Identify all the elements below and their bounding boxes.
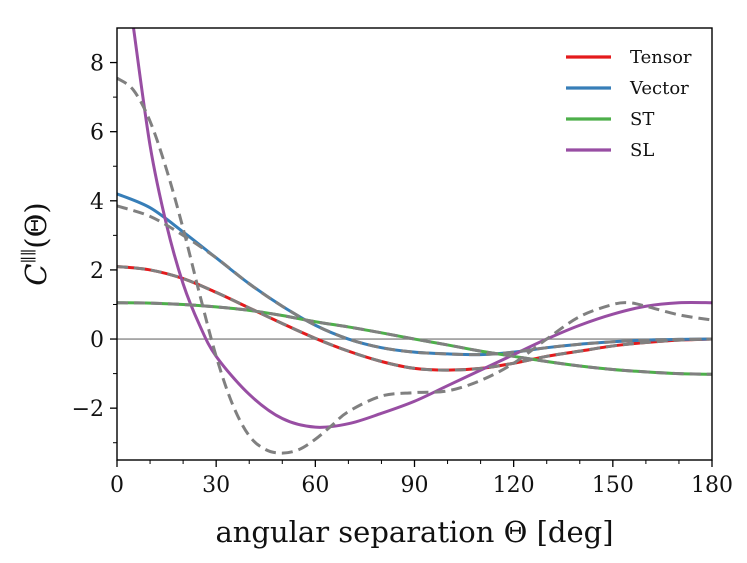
y-axis-label: C∥∥(Θ) (19, 202, 53, 285)
tick-layer: 0 30 60 90 120 150 180 −2 0 2 4 6 8 (72, 52, 733, 498)
x-tick-label: 60 (301, 473, 329, 498)
series-layer (117, 28, 712, 455)
y-tick-label: 4 (90, 190, 104, 215)
y-tick-label: 6 (90, 121, 104, 146)
reference-dashed-line-2 (117, 204, 712, 357)
svg-text:C∥∥(Θ): C∥∥(Θ) (19, 202, 53, 285)
y-tick-label: −2 (72, 397, 104, 422)
legend-label-vector: Vector (629, 78, 689, 99)
y-axis-label-main: C (19, 263, 53, 285)
series-line-sl (132, 28, 712, 429)
reference-dashed-line-1 (117, 264, 712, 372)
x-tick-label: 150 (592, 473, 634, 498)
x-tick-label: 90 (401, 473, 429, 498)
y-tick-label: 0 (90, 328, 104, 353)
y-axis-label-argument: (Θ) (19, 202, 53, 248)
series-line-vector (117, 192, 712, 357)
x-tick-label: 30 (202, 473, 230, 498)
legend-label-sl: SL (630, 140, 654, 161)
legend-label-tensor: Tensor (630, 47, 692, 68)
reference-dashed-line-4 (117, 76, 712, 455)
x-tick-label: 180 (691, 473, 733, 498)
legend: Tensor Vector ST SL (566, 47, 692, 161)
x-tick-label: 0 (110, 473, 124, 498)
plot-frame (116, 27, 713, 461)
reference-dashed-line-3 (117, 301, 712, 376)
legend-label-st: ST (630, 109, 654, 130)
x-tick-label: 120 (493, 473, 535, 498)
y-tick-label: 2 (90, 259, 104, 284)
x-axis-label: angular separation Θ [deg] (215, 515, 613, 549)
y-tick-label: 8 (90, 52, 104, 77)
y-axis-label-superscript: ∥∥ (19, 249, 38, 264)
